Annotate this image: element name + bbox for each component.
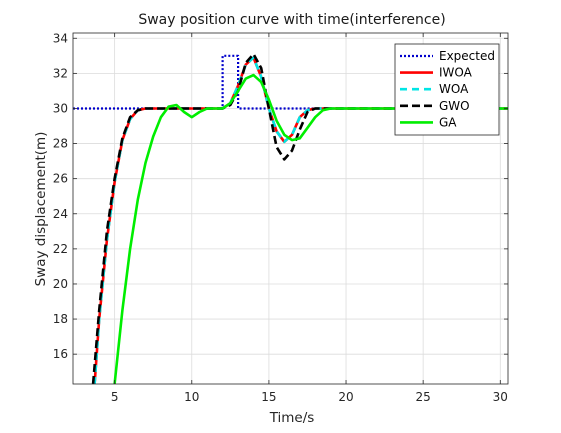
legend-label-woa: WOA <box>439 82 469 96</box>
legend-label-expected: Expected <box>439 49 495 63</box>
chart-title: Sway position curve with time(interferen… <box>138 12 445 28</box>
y-tick-label: 16 <box>53 347 68 361</box>
y-tick-label: 24 <box>53 207 68 221</box>
series-line-ga <box>113 73 508 384</box>
x-tick-label: 25 <box>416 390 431 404</box>
x-tick-label: 15 <box>261 390 276 404</box>
y-tick-label: 20 <box>53 277 68 291</box>
y-axis-label: Sway displacement(m) <box>33 132 49 287</box>
x-tick-label: 30 <box>493 390 508 404</box>
y-tick-label: 32 <box>53 66 68 80</box>
y-tick-label: 28 <box>53 137 68 151</box>
x-tick-label: 5 <box>111 390 119 404</box>
series-line-iwoa <box>93 56 508 384</box>
axes-box <box>72 32 509 385</box>
x-axis-label: Time/s <box>269 410 315 426</box>
y-tick-label: 22 <box>53 242 68 256</box>
x-tick-label: 20 <box>338 390 353 404</box>
series-group <box>73 52 508 384</box>
y-tick-label: 34 <box>53 31 68 45</box>
y-tick-label: 26 <box>53 172 68 186</box>
y-tick-label: 18 <box>53 312 68 326</box>
legend-label-gwo: GWO <box>439 99 470 113</box>
legend-label-iwoa: IWOA <box>439 66 473 80</box>
y-tick-label: 30 <box>53 101 68 115</box>
x-tick-label: 10 <box>184 390 199 404</box>
legend-label-ga: GA <box>439 115 457 129</box>
legend: Expected IWOA WOA GWO GA <box>394 43 500 136</box>
